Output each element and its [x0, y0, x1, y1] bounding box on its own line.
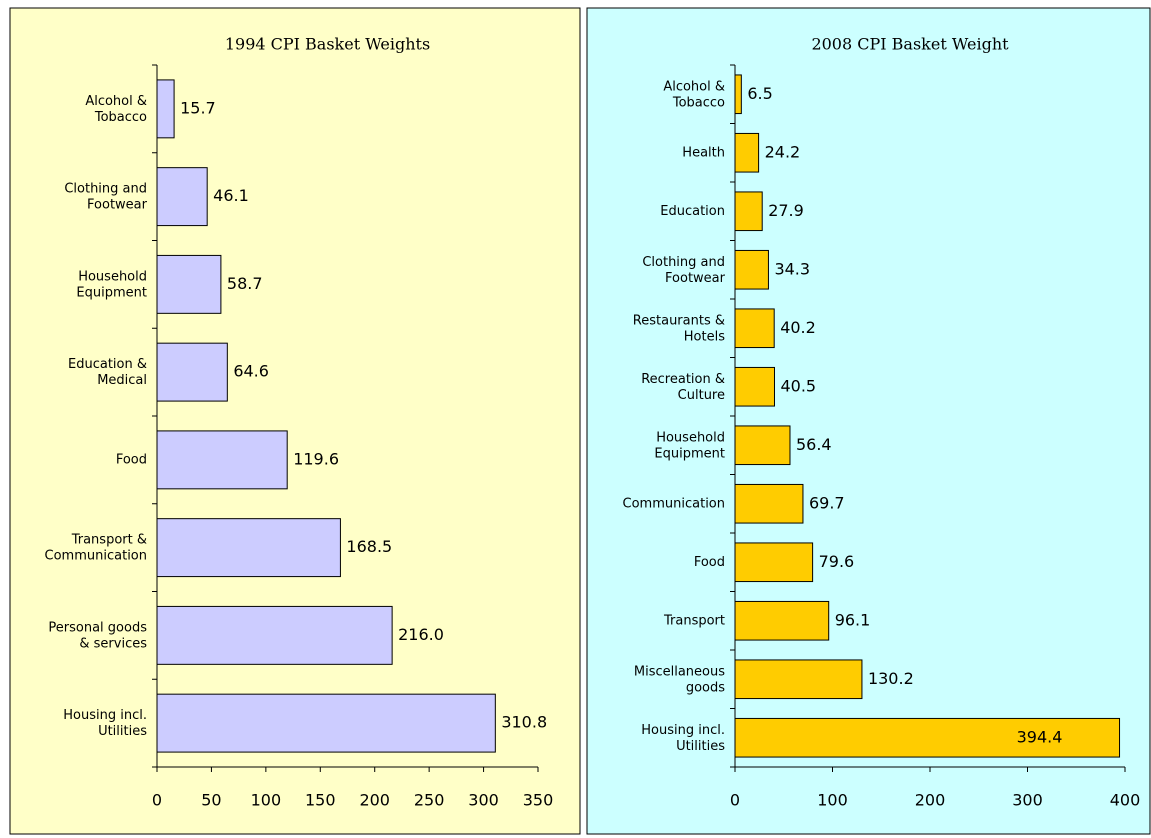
bar	[734, 132, 760, 173]
category-label: Clothing and Footwear	[642, 254, 725, 285]
category-label: Miscellaneous goods	[634, 664, 725, 695]
value-label: 216.0	[398, 625, 444, 644]
category-label: Household Equipment	[76, 269, 147, 300]
category-label: Education	[660, 204, 725, 219]
bar	[734, 483, 804, 524]
category-label: Restaurants & Hotels	[633, 313, 725, 344]
category-label: Transport & Communication	[45, 532, 147, 563]
category-label: Personal goods & services	[48, 620, 147, 651]
value-label: 310.8	[501, 713, 547, 732]
category-label: Food	[116, 452, 147, 467]
value-label: 130.2	[868, 669, 914, 688]
value-label: 15.7	[180, 98, 216, 117]
chart-title: 1994 CPI Basket Weights	[225, 35, 430, 54]
bar	[734, 425, 791, 466]
bar	[156, 167, 208, 227]
value-label: 46.1	[213, 186, 249, 205]
value-label: 56.4	[796, 435, 832, 454]
x-tick-label: 200	[915, 791, 946, 810]
category-label: Transport	[663, 613, 725, 628]
bar	[734, 366, 775, 407]
bar	[156, 254, 222, 314]
bar	[734, 249, 769, 290]
bar	[156, 79, 175, 139]
value-label: 119.6	[293, 449, 339, 468]
category-label: Alcohol & Tobacco	[663, 79, 725, 110]
x-tick-label: 0	[730, 791, 740, 810]
value-label: 34.3	[774, 259, 810, 278]
bar	[734, 74, 742, 115]
category-label: Health	[682, 145, 725, 160]
value-label: 69.7	[809, 493, 845, 512]
bar	[734, 717, 1121, 758]
x-tick-label: 0	[152, 791, 162, 810]
bar	[734, 542, 814, 583]
bar	[734, 659, 863, 700]
x-tick-label: 50	[201, 791, 221, 810]
value-label: 64.6	[233, 362, 269, 381]
category-label: Clothing and Footwear	[64, 181, 147, 212]
category-label: Housing incl. Utilities	[63, 708, 147, 739]
bar	[156, 518, 341, 578]
panel	[586, 7, 1151, 835]
value-label: 96.1	[835, 610, 871, 629]
category-label: Household Equipment	[654, 430, 725, 461]
bar	[734, 191, 763, 232]
category-label: Communication	[623, 496, 725, 511]
chart-title: 2008 CPI Basket Weight	[811, 35, 1009, 54]
category-label: Recreation & Culture	[641, 371, 725, 402]
value-label: 40.5	[780, 376, 816, 395]
x-tick-label: 300	[468, 791, 499, 810]
bar	[156, 342, 228, 402]
x-tick-label: 250	[414, 791, 445, 810]
value-label: 24.2	[765, 142, 801, 161]
x-tick-label: 150	[305, 791, 336, 810]
x-tick-label: 100	[817, 791, 848, 810]
x-tick-label: 200	[359, 791, 390, 810]
x-tick-label: 300	[1012, 791, 1043, 810]
category-label: Education & Medical	[68, 357, 147, 388]
value-label: 79.6	[819, 552, 855, 571]
value-label: 40.2	[780, 318, 816, 337]
category-label: Food	[694, 555, 725, 570]
bar	[156, 693, 496, 753]
value-label: 6.5	[747, 84, 772, 103]
category-label: Housing incl. Utilities	[641, 722, 725, 753]
bar	[156, 605, 393, 665]
x-tick-label: 100	[251, 791, 282, 810]
value-label: 27.9	[768, 201, 804, 220]
bar	[734, 308, 775, 349]
bar	[734, 600, 830, 641]
x-tick-label: 400	[1110, 791, 1141, 810]
bar	[156, 430, 288, 490]
value-label: 168.5	[346, 537, 392, 556]
x-tick-label: 350	[523, 791, 554, 810]
category-label: Alcohol & Tobacco	[85, 93, 147, 124]
value-label: 394.4	[1017, 727, 1063, 746]
value-label: 58.7	[227, 274, 263, 293]
